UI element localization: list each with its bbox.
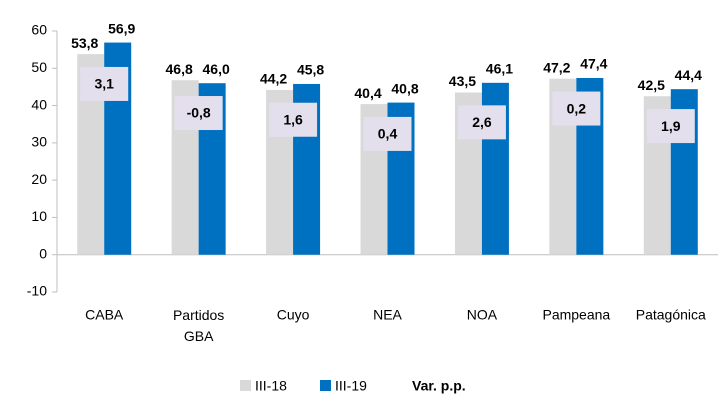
x-tick-label: NEA	[373, 307, 402, 323]
y-tick-label: 0	[39, 245, 47, 261]
y-tick-label: 20	[31, 171, 47, 187]
x-tick-label: Partidos GBA	[173, 307, 224, 344]
variation-box	[457, 105, 506, 140]
variation-box	[363, 116, 412, 151]
legend-label: III-18	[255, 378, 287, 394]
x-tick-label: Pampeana	[542, 307, 610, 323]
variation-box	[552, 91, 601, 126]
variation-label: -0,8	[187, 105, 211, 121]
y-tick-label: 50	[31, 59, 47, 75]
variation-label: 0,4	[378, 126, 398, 142]
variation-box	[80, 66, 129, 101]
x-tick-label: NOA	[467, 307, 498, 323]
y-tick-label: 40	[31, 96, 47, 112]
variation-label: 3,1	[94, 76, 114, 92]
data-label: 43,5	[449, 73, 476, 89]
data-label: 40,4	[354, 85, 381, 101]
data-label: 44,4	[675, 67, 702, 83]
legend-label: III-19	[335, 378, 367, 394]
variation-label: 1,9	[661, 118, 681, 134]
data-label: 53,8	[71, 35, 98, 51]
y-tick-label: 10	[31, 208, 47, 224]
x-tick-label: CABA	[85, 307, 124, 323]
variation-label: 0,2	[567, 100, 587, 116]
legend-label: Var. p.p.	[412, 378, 466, 394]
y-tick-label: 30	[31, 134, 47, 150]
y-tick-label: 60	[31, 22, 47, 38]
x-tick-label: Patagónica	[636, 307, 706, 323]
data-label: 44,2	[260, 71, 287, 87]
y-tick-label: -10	[27, 283, 47, 299]
variation-label: 1,6	[283, 111, 303, 127]
legend-swatch	[320, 380, 331, 391]
variation-box	[174, 96, 223, 131]
x-tick-label: Cuyo	[277, 307, 310, 323]
variation-label: 2,6	[472, 114, 492, 130]
data-label: 45,8	[297, 62, 324, 78]
legend-swatch	[240, 380, 251, 391]
data-label: 47,2	[543, 59, 570, 75]
data-label: 42,5	[638, 77, 665, 93]
variation-box	[269, 102, 318, 137]
data-label: 40,8	[391, 80, 418, 96]
variation-box	[646, 109, 695, 144]
data-label: 46,8	[166, 61, 193, 77]
data-label: 47,4	[580, 56, 607, 72]
data-label: 46,1	[486, 61, 513, 77]
x-tick-label-line: GBA	[184, 328, 214, 344]
data-label: 56,9	[108, 20, 135, 36]
data-label: 46,0	[203, 61, 230, 77]
x-tick-label-line: Partidos	[173, 307, 224, 323]
